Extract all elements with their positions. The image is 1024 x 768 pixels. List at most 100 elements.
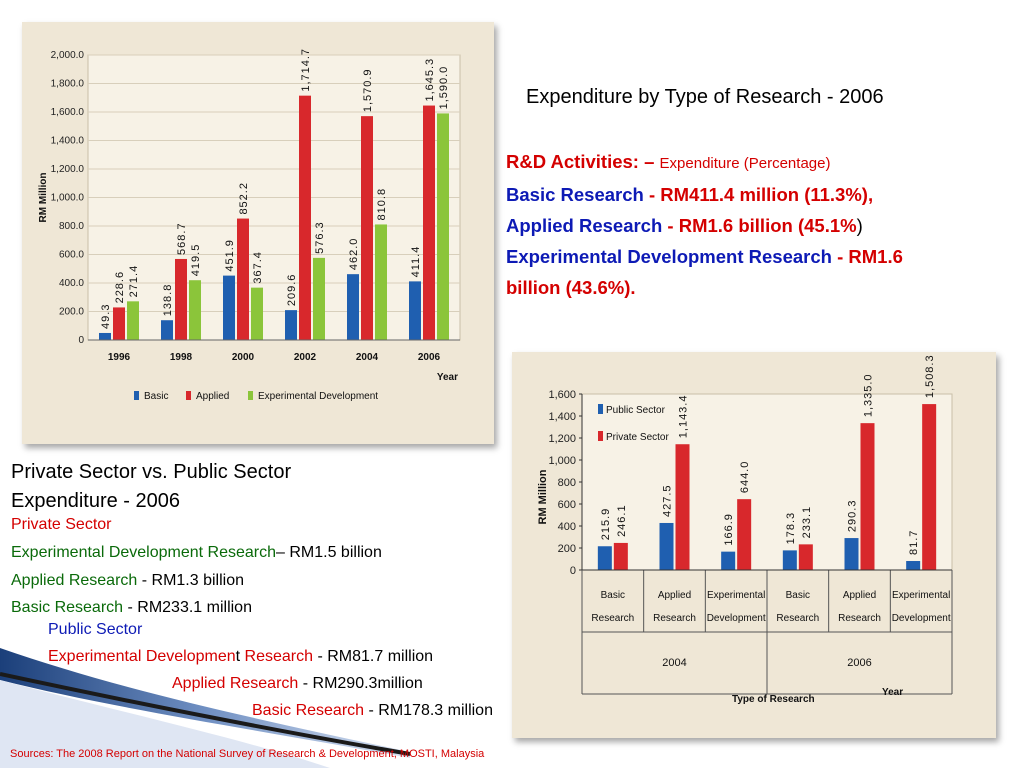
bar <box>113 307 125 340</box>
bar <box>737 499 752 570</box>
bar <box>437 113 449 340</box>
y-tick-label: 800.0 <box>59 221 84 232</box>
swoosh-line <box>0 672 411 756</box>
data-label: 178.3 <box>785 512 797 545</box>
legend-swatch <box>248 391 253 400</box>
x-axis-title: Year <box>437 372 458 383</box>
legend-swatch <box>598 404 603 414</box>
data-label: 644.0 <box>739 461 751 494</box>
data-label: 215.9 <box>600 508 612 541</box>
decorative-swoosh <box>0 648 411 768</box>
bar <box>223 275 235 340</box>
x-category-label: Research <box>838 613 881 624</box>
private-applied-label: Applied Research <box>11 572 138 589</box>
x-tick-label: 2004 <box>356 352 379 363</box>
bar <box>409 281 421 340</box>
data-label: 462.0 <box>348 238 360 271</box>
bar <box>721 551 736 570</box>
public-sector-title: Public Sector <box>48 621 142 639</box>
data-label: 209.6 <box>286 274 298 307</box>
public-basic-value: - RM178.3 million <box>364 702 493 719</box>
private-basic-value: - RM233.1 million <box>123 599 252 616</box>
data-label: 419.5 <box>190 244 202 277</box>
data-label: 1,335.0 <box>863 373 875 417</box>
basic-research-label: Basic Research <box>506 184 644 205</box>
data-label: 233.1 <box>801 506 813 539</box>
private-exp-dev-label: Experimental Development Research <box>11 544 277 561</box>
public-exp-dev-label-t: t <box>235 648 241 665</box>
x-tick-label: 2002 <box>294 352 317 363</box>
y-tick-label: 1,000 <box>548 455 576 467</box>
bar <box>597 546 612 570</box>
applied-research-value: - RM1.6 billion (45.1% <box>667 215 857 236</box>
y-tick-label: 1,600 <box>548 389 576 401</box>
bar <box>375 224 387 340</box>
x-tick-label: 2000 <box>232 352 255 363</box>
x-category-label: Basic <box>786 590 810 601</box>
y-axis-title: RM Million <box>38 173 49 223</box>
bar <box>251 287 263 340</box>
bar <box>175 258 187 340</box>
exp-dev-research-value-2: billion (43.6%). <box>506 277 636 298</box>
rd-heading-sub: Expenditure (Percentage) <box>659 155 831 172</box>
y-tick-label: 1,200.0 <box>51 164 85 175</box>
bar <box>347 274 359 340</box>
legend-swatch <box>134 391 139 400</box>
public-applied-value: - RM290.3million <box>298 675 423 692</box>
private-applied-line: Applied Research - RM1.3 billion <box>11 572 244 590</box>
bar <box>361 116 373 340</box>
applied-research-close: ) <box>856 215 863 236</box>
data-label: 576.3 <box>314 221 326 254</box>
basic-research-value: - RM411.4 million (11.3%), <box>648 184 874 205</box>
private-exp-dev-line: Experimental Development Research– RM1.5… <box>11 544 382 562</box>
data-label: 1,590.0 <box>438 66 450 110</box>
public-sector-title-text: Public Sector <box>48 621 143 638</box>
x-category-label: Research <box>776 613 819 624</box>
chart-private-vs-public: 0 200 400 600 800 1,000 1,200 1,400 1,600 RM Mill… <box>512 352 996 738</box>
data-label: 411.4 <box>410 246 422 278</box>
bar <box>189 280 201 340</box>
section-heading-line2: Expenditure - 2006 <box>11 490 181 512</box>
legend-swatch <box>186 391 191 400</box>
data-label: 451.9 <box>224 239 236 272</box>
data-label: 138.8 <box>162 284 174 317</box>
private-exp-dev-value: – RM1.5 billion <box>276 544 382 561</box>
y-tick-label: 800 <box>558 477 576 489</box>
public-applied-label: Applied Research <box>172 675 299 692</box>
public-exp-dev-line: Experimental Development Research - RM81… <box>48 648 433 666</box>
legend-label: Basic <box>144 391 168 402</box>
y-tick-label: 1,400.0 <box>51 136 85 147</box>
public-applied-line: Applied Research - RM290.3million <box>172 675 423 693</box>
data-label: 1,508.3 <box>924 354 936 398</box>
y-tick-label: 0 <box>78 335 84 346</box>
y-tick-label: 2,000.0 <box>51 50 85 61</box>
private-basic-line: Basic Research - RM233.1 million <box>11 599 252 617</box>
data-label: 568.7 <box>176 222 188 255</box>
data-label: 228.6 <box>114 271 126 304</box>
private-sector-title-text: Private Sector <box>11 516 112 533</box>
legend-label: Experimental Development <box>258 391 378 402</box>
y-tick-label: 400 <box>558 521 576 533</box>
x-group-label: 2006 <box>847 657 871 669</box>
legend-label: Applied <box>196 391 229 402</box>
x-tick-label: 1998 <box>170 352 193 363</box>
x-axis-title: Type of Research <box>732 694 815 705</box>
data-label: 49.3 <box>100 304 112 329</box>
public-exp-dev-value: - RM81.7 million <box>313 648 434 665</box>
private-sector-title: Private Sector <box>11 516 111 534</box>
x-category-label: Applied <box>843 590 876 601</box>
x-axis-title-year: Year <box>882 687 903 698</box>
x-category-label: Basic <box>601 590 625 601</box>
bar <box>161 320 173 340</box>
data-label: 1,570.9 <box>362 68 374 112</box>
section-heading: Private Sector vs. Public Sector Expendi… <box>11 458 291 516</box>
data-label: 1,645.3 <box>424 58 436 102</box>
y-tick-label: 600 <box>558 499 576 511</box>
public-exp-dev-label-a: Experimental Developmen <box>48 648 236 665</box>
chart2-svg: 0 200 400 600 800 1,000 1,200 1,400 1,600 RM Mill… <box>537 354 953 705</box>
rd-heading: R&D Activities: – <box>506 151 655 172</box>
data-label: 852.2 <box>238 182 250 215</box>
legend-swatch <box>598 431 603 441</box>
bar <box>423 105 435 341</box>
public-basic-label: Basic Research <box>252 702 365 719</box>
